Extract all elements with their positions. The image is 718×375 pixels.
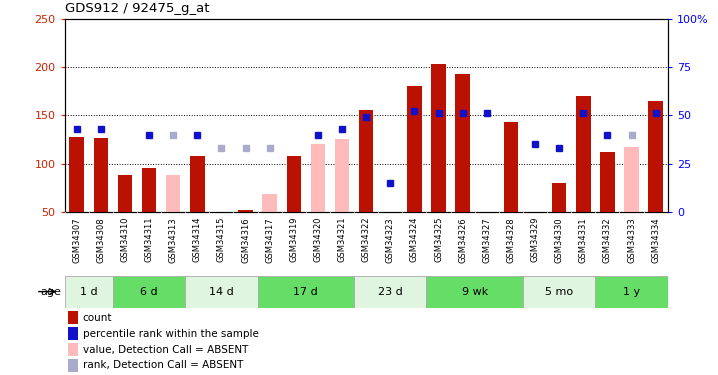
Text: GSM34331: GSM34331 — [579, 217, 588, 262]
Text: percentile rank within the sample: percentile rank within the sample — [83, 328, 258, 339]
Bar — [286, 156, 301, 212]
Text: GSM34307: GSM34307 — [73, 217, 81, 262]
Text: GSM34325: GSM34325 — [434, 217, 443, 262]
Text: 1 y: 1 y — [623, 286, 640, 297]
Text: value, Detection Call = ABSENT: value, Detection Call = ABSENT — [83, 345, 248, 354]
Text: GSM34332: GSM34332 — [603, 217, 612, 262]
Bar — [432, 64, 446, 212]
Bar — [118, 175, 132, 212]
Bar — [625, 147, 639, 212]
FancyBboxPatch shape — [595, 276, 668, 308]
Bar — [93, 138, 108, 212]
Bar — [576, 96, 590, 212]
Text: rank, Detection Call = ABSENT: rank, Detection Call = ABSENT — [83, 360, 243, 370]
Bar — [407, 86, 421, 212]
Text: GSM34308: GSM34308 — [96, 217, 106, 262]
Bar — [166, 175, 180, 212]
Text: 6 d: 6 d — [140, 286, 158, 297]
FancyBboxPatch shape — [65, 276, 113, 308]
Text: age: age — [40, 286, 61, 297]
FancyBboxPatch shape — [185, 276, 258, 308]
Text: 17 d: 17 d — [294, 286, 318, 297]
Bar — [311, 144, 325, 212]
Bar — [455, 74, 470, 212]
Bar — [67, 327, 78, 340]
Text: GSM34321: GSM34321 — [337, 217, 347, 262]
Text: GSM34330: GSM34330 — [555, 217, 564, 262]
Text: GSM34311: GSM34311 — [144, 217, 154, 262]
Bar — [142, 168, 157, 212]
Text: GSM34320: GSM34320 — [314, 217, 322, 262]
Text: GSM34322: GSM34322 — [362, 217, 370, 262]
Text: 5 mo: 5 mo — [545, 286, 573, 297]
Text: GSM34333: GSM34333 — [627, 217, 636, 263]
Text: GSM34329: GSM34329 — [531, 217, 539, 262]
FancyBboxPatch shape — [258, 276, 354, 308]
Bar — [263, 195, 277, 212]
Text: 23 d: 23 d — [378, 286, 403, 297]
FancyBboxPatch shape — [426, 276, 523, 308]
Bar — [67, 359, 78, 372]
Text: GSM34334: GSM34334 — [651, 217, 660, 262]
Bar — [70, 136, 84, 212]
Text: 14 d: 14 d — [209, 286, 234, 297]
Text: GSM34324: GSM34324 — [410, 217, 419, 262]
Bar — [67, 343, 78, 356]
Text: GSM34319: GSM34319 — [289, 217, 298, 262]
Bar — [67, 311, 78, 324]
Text: GSM34327: GSM34327 — [482, 217, 491, 262]
Text: count: count — [83, 313, 112, 322]
Text: GSM34314: GSM34314 — [193, 217, 202, 262]
Text: GSM34326: GSM34326 — [458, 217, 467, 262]
Bar — [504, 122, 518, 212]
Text: GSM34315: GSM34315 — [217, 217, 226, 262]
Bar — [552, 183, 567, 212]
Text: GSM34328: GSM34328 — [506, 217, 516, 262]
Text: GDS912 / 92475_g_at: GDS912 / 92475_g_at — [65, 2, 209, 15]
Text: 9 wk: 9 wk — [462, 286, 488, 297]
Bar — [648, 101, 663, 212]
Text: GSM34313: GSM34313 — [169, 217, 177, 262]
Text: GSM34316: GSM34316 — [241, 217, 250, 262]
Bar — [335, 140, 349, 212]
FancyBboxPatch shape — [113, 276, 185, 308]
FancyBboxPatch shape — [523, 276, 595, 308]
Bar — [190, 156, 205, 212]
FancyBboxPatch shape — [354, 276, 426, 308]
Bar — [359, 111, 373, 212]
Text: GSM34317: GSM34317 — [265, 217, 274, 262]
Bar — [600, 152, 615, 212]
Text: GSM34323: GSM34323 — [386, 217, 395, 262]
Text: 1 d: 1 d — [80, 286, 98, 297]
Bar — [238, 210, 253, 212]
Text: GSM34310: GSM34310 — [121, 217, 129, 262]
